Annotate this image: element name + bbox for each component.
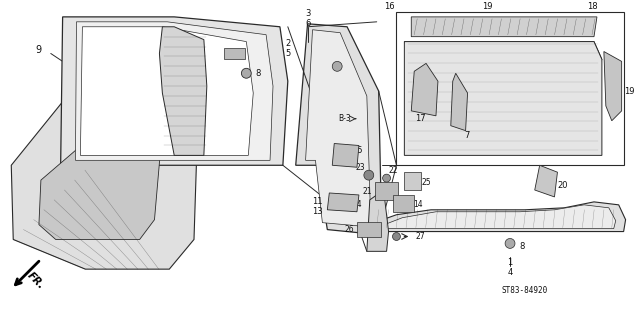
Circle shape [333,61,342,71]
Text: 5: 5 [285,49,290,58]
Text: 20: 20 [557,180,568,189]
Polygon shape [39,91,164,239]
Text: 2: 2 [285,39,290,48]
Polygon shape [327,193,359,212]
Polygon shape [534,165,557,197]
Text: 16: 16 [384,3,394,12]
Text: FR.: FR. [25,271,47,292]
Polygon shape [412,63,438,116]
Polygon shape [80,27,254,156]
Text: 6: 6 [305,19,310,28]
Text: 27: 27 [415,232,425,241]
Text: 15: 15 [352,146,362,155]
Text: 24: 24 [352,200,362,209]
Text: 7: 7 [464,131,469,140]
Text: 12: 12 [149,101,160,110]
Polygon shape [367,202,626,232]
Polygon shape [404,42,602,156]
Circle shape [505,238,515,248]
Polygon shape [61,17,288,165]
Circle shape [383,174,390,182]
Polygon shape [412,17,597,37]
Text: 26: 26 [344,225,354,234]
Polygon shape [451,73,468,131]
Text: 19: 19 [482,3,492,12]
Text: 25: 25 [421,178,431,187]
Text: 4: 4 [508,268,513,276]
Text: 22: 22 [389,166,398,175]
Polygon shape [296,24,382,235]
Polygon shape [75,22,273,160]
Text: 3: 3 [305,9,310,19]
Text: ST83-84920: ST83-84920 [502,286,548,295]
Text: 9: 9 [36,44,42,54]
Text: 13: 13 [312,207,323,216]
Polygon shape [604,52,622,121]
Text: 17: 17 [415,114,426,123]
Text: 11: 11 [312,197,323,206]
Text: 10: 10 [149,92,160,100]
Polygon shape [357,222,381,237]
Polygon shape [306,30,371,227]
Polygon shape [367,190,389,251]
Text: 21: 21 [362,188,371,196]
Polygon shape [375,205,616,228]
Polygon shape [404,172,421,190]
Polygon shape [333,143,359,167]
Bar [224,48,245,60]
Text: 1: 1 [508,258,513,267]
Circle shape [392,233,401,240]
Polygon shape [404,42,602,76]
Text: B-3: B-3 [339,114,352,123]
Text: 8: 8 [255,69,261,78]
Polygon shape [375,182,398,200]
Polygon shape [159,27,207,156]
Text: 23: 23 [355,163,365,172]
Text: 18: 18 [587,3,598,12]
Circle shape [241,68,251,78]
Polygon shape [11,61,199,269]
Polygon shape [392,195,414,212]
Circle shape [364,170,374,180]
Text: 8: 8 [519,242,525,251]
Text: 14: 14 [413,200,423,209]
Text: 19: 19 [624,87,634,96]
